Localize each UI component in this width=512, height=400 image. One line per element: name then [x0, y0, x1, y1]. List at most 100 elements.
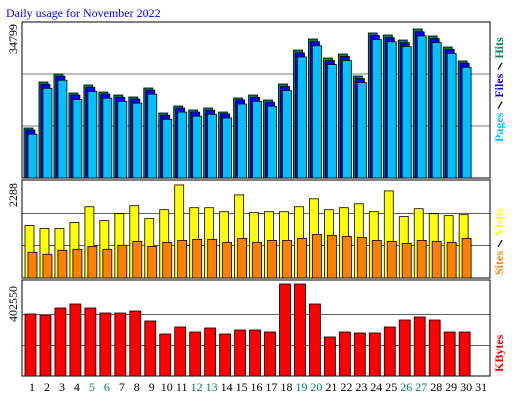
legend-label: Sites	[492, 251, 506, 275]
bar	[279, 283, 291, 377]
bar	[42, 87, 53, 179]
bar	[461, 66, 472, 179]
x-tick-label: 16	[251, 380, 263, 394]
x-tick-label: 14	[221, 380, 233, 394]
bar	[222, 117, 233, 179]
bar	[102, 97, 113, 179]
bar	[353, 332, 366, 377]
bar	[132, 102, 143, 179]
bar	[356, 237, 367, 279]
x-tick-label: 20	[310, 380, 322, 394]
bar	[282, 90, 292, 179]
bar	[267, 105, 277, 179]
bar	[219, 333, 232, 377]
bar	[57, 249, 68, 279]
bar	[147, 93, 158, 179]
x-tick-label: 27	[415, 380, 427, 394]
bar	[371, 239, 382, 279]
bar	[443, 331, 456, 377]
bar	[237, 103, 247, 179]
bar	[144, 320, 157, 377]
x-tick-label: 18	[280, 380, 292, 394]
x-tick-label: 13	[206, 380, 218, 394]
bar	[132, 240, 143, 279]
bar	[177, 111, 188, 179]
legend-label: KBytes	[492, 334, 506, 372]
legend-label: Pages	[492, 112, 506, 142]
bar	[431, 240, 442, 279]
bar	[297, 238, 307, 279]
y-tick-label: 2288	[6, 183, 20, 207]
legend-label: Visits	[492, 207, 506, 236]
bar	[413, 316, 426, 377]
x-tick-label: 29	[445, 380, 457, 394]
x-tick-label: 8	[134, 380, 140, 394]
bar	[249, 329, 261, 377]
bar	[162, 241, 173, 279]
bar	[398, 319, 411, 377]
x-tick-label: 4	[74, 380, 80, 394]
bar	[341, 60, 352, 179]
bar	[147, 245, 158, 279]
bar	[69, 303, 82, 377]
bar	[338, 331, 351, 377]
bar	[297, 56, 307, 179]
bar	[162, 118, 173, 179]
bar	[312, 45, 322, 179]
bar	[356, 82, 367, 179]
bar	[27, 133, 38, 179]
x-tick-label: 7	[119, 380, 125, 394]
bar	[84, 307, 97, 377]
x-tick-label: 19	[295, 380, 307, 394]
bar	[326, 64, 337, 179]
bar	[204, 327, 217, 377]
x-tick-label: 6	[104, 380, 110, 394]
x-tick-label: 31	[475, 380, 487, 394]
x-tick-label: 12	[191, 380, 203, 394]
x-tick-label: 3	[59, 380, 65, 394]
bar	[446, 241, 457, 279]
bar	[461, 238, 472, 279]
bar	[207, 113, 218, 179]
bar	[192, 238, 203, 279]
bar	[428, 319, 441, 377]
x-tick-label: 2	[44, 380, 50, 394]
bar	[159, 333, 172, 377]
x-tick-label: 24	[370, 380, 382, 394]
x-tick-label: 5	[89, 380, 95, 394]
bar	[252, 100, 262, 179]
bar	[282, 239, 292, 279]
bar	[312, 234, 322, 279]
bar	[102, 248, 113, 279]
bar	[267, 239, 277, 279]
bar	[177, 239, 188, 279]
bar	[234, 329, 246, 377]
bar	[386, 41, 397, 179]
bar	[341, 236, 352, 279]
bar	[42, 253, 53, 279]
bar	[458, 331, 471, 377]
bar	[326, 235, 337, 279]
bar	[129, 310, 142, 377]
bar	[401, 46, 412, 179]
bar	[368, 332, 381, 377]
bar	[72, 99, 83, 179]
x-tick-label: 30	[460, 380, 472, 394]
bar	[87, 245, 98, 279]
bar	[189, 331, 202, 377]
bar	[416, 239, 427, 279]
x-tick-label: 21	[325, 380, 337, 394]
x-tick-label: 1	[29, 380, 35, 394]
bar	[383, 326, 396, 377]
bar	[174, 326, 187, 377]
bar	[446, 52, 457, 179]
y-tick-label: 402550	[6, 286, 20, 322]
bar	[117, 100, 128, 179]
x-tick-label: 9	[149, 380, 155, 394]
x-tick-label: 11	[176, 380, 188, 394]
bar	[431, 42, 442, 179]
x-tick-label: 10	[161, 380, 173, 394]
bar	[416, 35, 427, 179]
legend-separator	[497, 62, 503, 70]
